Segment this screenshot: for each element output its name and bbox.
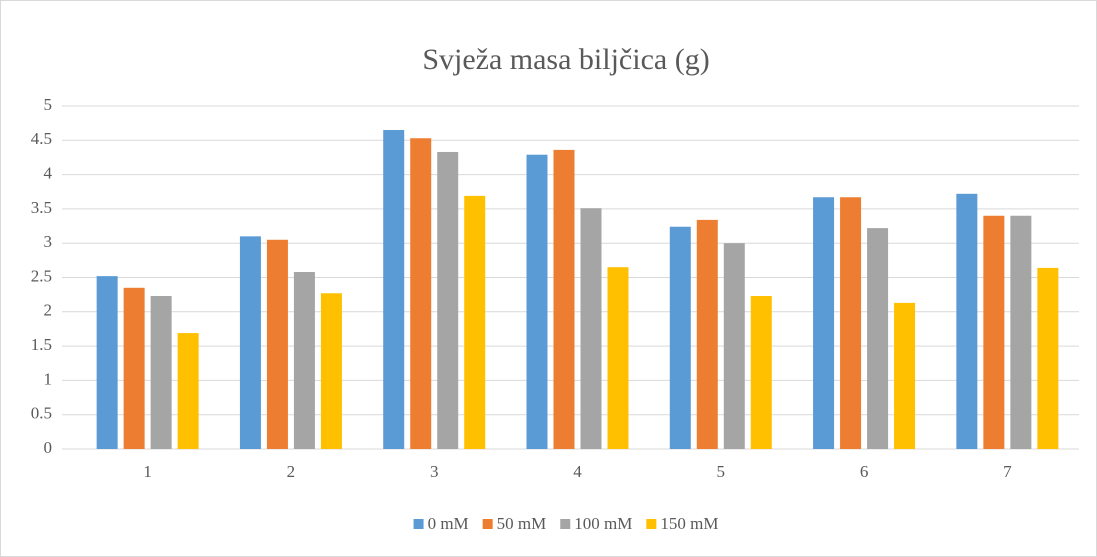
bar	[437, 151, 459, 449]
bar	[607, 267, 629, 449]
legend-label: 150 mM	[660, 514, 718, 533]
bar	[580, 208, 602, 449]
bar	[553, 149, 575, 450]
y-tick-label: 4	[44, 164, 53, 183]
x-tick-label: 5	[717, 462, 726, 481]
x-tick-label: 1	[143, 462, 152, 481]
bar	[867, 228, 889, 449]
x-tick-label: 4	[573, 462, 582, 481]
bar	[150, 296, 172, 449]
y-tick-label: 5	[44, 95, 53, 114]
legend-swatch	[560, 519, 571, 529]
bar	[723, 243, 745, 449]
bar	[410, 138, 432, 449]
y-tick-label: 1.5	[31, 335, 52, 354]
bar	[983, 215, 1005, 449]
y-tick-label: 3.5	[31, 198, 52, 217]
bar	[177, 333, 199, 449]
bar	[293, 272, 315, 449]
bar	[840, 197, 862, 449]
x-tick-label: 7	[1003, 462, 1012, 481]
x-tick-label: 6	[860, 462, 869, 481]
bar	[813, 197, 835, 449]
bar	[266, 239, 288, 449]
bar	[1037, 267, 1059, 449]
bar	[1010, 215, 1032, 449]
y-tick-label: 4.5	[31, 129, 52, 148]
bar	[320, 293, 342, 449]
bar	[894, 302, 916, 449]
legend-label: 100 mM	[574, 514, 632, 533]
bar	[383, 130, 405, 449]
y-tick-label: 1	[44, 369, 53, 388]
y-tick-label: 2.5	[31, 266, 52, 285]
bar	[669, 226, 691, 449]
bar	[526, 154, 548, 449]
bar	[239, 236, 261, 449]
x-tick-label: 2	[287, 462, 296, 481]
bar	[750, 296, 772, 449]
legend-swatch	[646, 519, 657, 529]
bar	[464, 195, 486, 449]
legend-label: 0 mM	[428, 514, 469, 533]
bar	[96, 276, 118, 449]
y-tick-label: 3	[44, 232, 53, 251]
legend-label: 50 mM	[497, 514, 547, 533]
bar	[123, 287, 145, 449]
bar	[956, 193, 978, 449]
y-tick-label: 0	[44, 438, 53, 457]
legend-swatch	[413, 519, 424, 529]
chart-title: Svježa masa biljčica (g)	[422, 43, 709, 76]
y-tick-label: 0.5	[31, 404, 52, 423]
legend-swatch	[482, 519, 493, 529]
y-tick-label: 2	[44, 301, 53, 320]
bar	[696, 219, 718, 449]
x-tick-label: 3	[430, 462, 439, 481]
